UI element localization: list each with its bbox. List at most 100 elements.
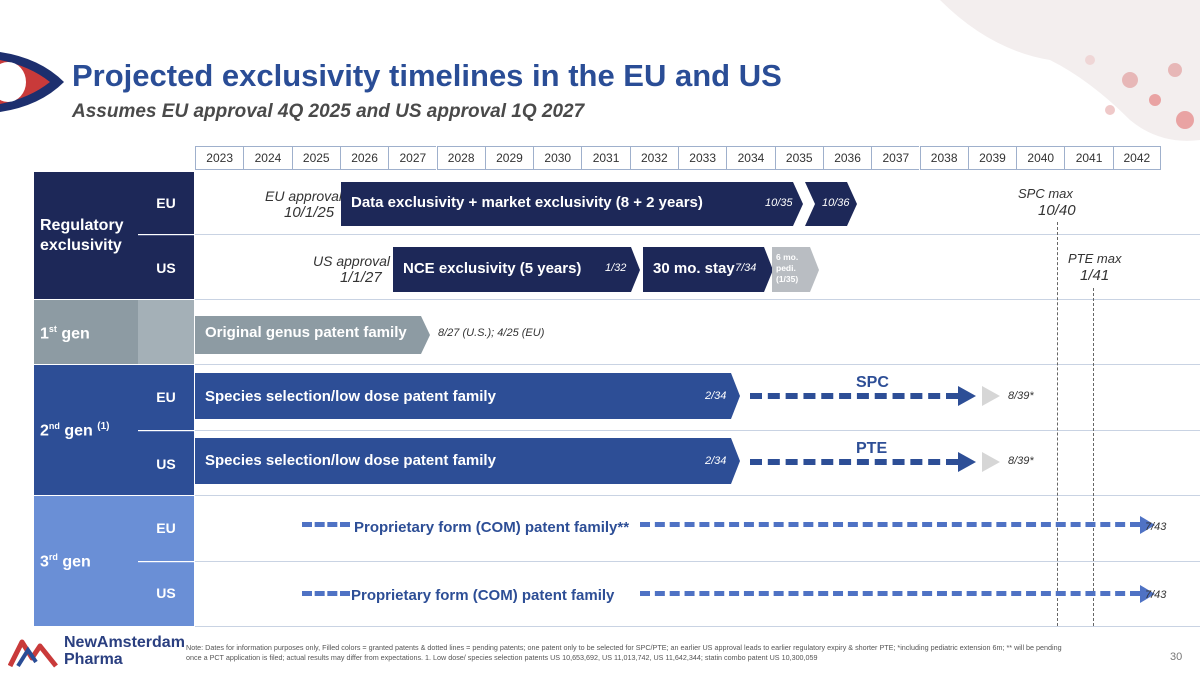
year-tick: 2036 (822, 146, 872, 170)
gen2-label-num: 2 (40, 422, 49, 440)
gen3-eu-pending-dots-left (302, 522, 350, 527)
gen2-eu-cell: EU (138, 365, 194, 430)
company-logo-icon (8, 639, 58, 668)
gen2-eu-ext-end: 8/39* (1008, 390, 1034, 402)
us-stay-end: 7/34 (735, 262, 757, 274)
year-tick: 2039 (967, 146, 1017, 170)
spc-max-label: SPC max (1018, 186, 1073, 201)
page-title: Projected exclusivity timelines in the E… (72, 58, 782, 93)
gen2-us-arrow-icon (958, 452, 1000, 472)
eu-data-exclusivity-bar-shape (341, 182, 803, 226)
gen2-us-bar-shape (195, 438, 740, 484)
gen3-eu-label: Proprietary form (COM) patent family** (354, 519, 630, 536)
us-nce-bar: NCE exclusivity (5 years) (403, 260, 582, 277)
gen1-label-cell: 1st gen (34, 300, 138, 364)
row-separator (195, 234, 1200, 235)
eu-approval-date: 10/1/25 (284, 204, 335, 221)
gen1-label-suffix: gen (56, 325, 90, 343)
gen3-us-pending-dots-right (640, 591, 1140, 596)
gen3-eu-label: EU (156, 520, 176, 536)
gen2-label-suffix: gen (59, 422, 93, 440)
gen3-us-arrow-icon (1140, 585, 1155, 603)
us-pedi-bar-shape (772, 247, 819, 292)
gen2-us-ext-label: PTE (856, 440, 888, 457)
row-separator (195, 561, 1200, 562)
reg-us-label: US (156, 260, 176, 276)
gen2-eu-ext-label: SPC (856, 374, 889, 391)
year-tick: 2031 (581, 146, 630, 170)
row-separator (195, 299, 1200, 300)
gen2-us-label: US (156, 456, 176, 472)
eu-exclusivity-end-1: 10/35 (765, 197, 793, 209)
spc-max-date: 10/40 (1038, 202, 1076, 219)
year-tick: 2033 (678, 146, 727, 170)
page-number: 30 (1170, 651, 1183, 663)
company-name-line-2: Pharma (64, 651, 123, 668)
gen2-us-pending-dots (750, 459, 958, 465)
year-tick: 2040 (1016, 146, 1065, 170)
company-name-line-1: NewAmsterdam (64, 634, 185, 651)
company-name: NewAmsterdam Pharma (64, 634, 185, 668)
eu-extension-bar-shape (805, 182, 857, 226)
us-stay-bar-shape (643, 247, 773, 292)
cell-illustration (940, 0, 1200, 141)
us-nce-bar-shape (393, 247, 640, 292)
eu-data-exclusivity-bar: Data exclusivity + market exclusivity (8… (351, 194, 703, 211)
gen3-label-num: 3 (40, 553, 49, 571)
year-tick: 2029 (484, 146, 534, 170)
gen3-eu-arrow-icon (1140, 516, 1155, 534)
gen1-expiry: 8/27 (U.S.); 4/25 (EU) (438, 327, 545, 339)
gen2-us-end: 2/34 (705, 455, 727, 467)
gen2-eu-bar-shape (195, 373, 740, 419)
gen2-eu-end: 2/34 (705, 390, 727, 402)
us-pedi-bar: 6 mo. pedi. (1/35) (776, 252, 798, 285)
gen3-eu-pending-dots-right (640, 522, 1140, 527)
reg-eu-cell: EU (138, 172, 194, 234)
pedi-line-3: (1/35) (776, 274, 799, 284)
eye-logo-shape (0, 52, 64, 112)
gen3-label-suffix: gen (57, 553, 91, 571)
us-approval-label: US approval (313, 253, 391, 269)
year-tick: 2028 (436, 146, 485, 170)
year-tick: 2037 (871, 146, 920, 170)
year-tick: 2035 (774, 146, 823, 170)
gen1-blank-cell (138, 300, 194, 364)
us-stay-bar: 30 mo. stay (653, 260, 735, 277)
year-tick: 2034 (726, 146, 775, 170)
spc-max-line (1057, 222, 1058, 626)
gen3-us-cell: US (138, 562, 194, 626)
us-approval-date: 1/1/27 (340, 269, 382, 286)
row-separator (195, 364, 1200, 365)
year-tick: 2026 (339, 146, 389, 170)
gen3-us-label: US (156, 585, 176, 601)
reg-eu-label: EU (156, 195, 176, 211)
pedi-line-2: pedi. (776, 263, 796, 273)
regulatory-label: Regulatory exclusivity (40, 217, 124, 254)
gen1-label-num: 1 (40, 325, 49, 343)
row-separator (195, 495, 1200, 496)
gen3-eu-cell: EU (138, 496, 194, 561)
gen3-us-label: Proprietary form (COM) patent family (351, 587, 615, 604)
year-tick: 2024 (243, 146, 292, 170)
year-tick: 2041 (1064, 146, 1113, 170)
gen2-label-sup: nd (48, 421, 60, 431)
pte-max-label: PTE max (1068, 251, 1122, 266)
year-tick: 2042 (1112, 146, 1161, 170)
gen1-bar-shape (195, 316, 430, 354)
year-tick: 2032 (629, 146, 678, 170)
reg-us-cell: US (138, 235, 194, 299)
gen2-eu-arrow-icon (958, 386, 1000, 406)
footnote: Note: Dates for information purposes onl… (186, 643, 1062, 662)
gen2-us-cell: US (138, 431, 194, 495)
gen3-label-cell: 3rd gen (34, 496, 138, 626)
eu-exclusivity-end-2: 10/36 (822, 197, 850, 209)
gen2-eu-label: EU (156, 389, 176, 405)
year-tick: 2023 (195, 146, 244, 170)
gen3-label-sup: rd (48, 552, 58, 562)
us-nce-end: 1/32 (605, 262, 627, 274)
row-separator (195, 626, 1200, 627)
eu-approval-label: EU approval (265, 188, 343, 204)
year-tick: 2027 (388, 146, 437, 170)
gen3-us-pending-dots-left (302, 591, 350, 596)
gen2-eu-pending-dots (750, 393, 958, 399)
